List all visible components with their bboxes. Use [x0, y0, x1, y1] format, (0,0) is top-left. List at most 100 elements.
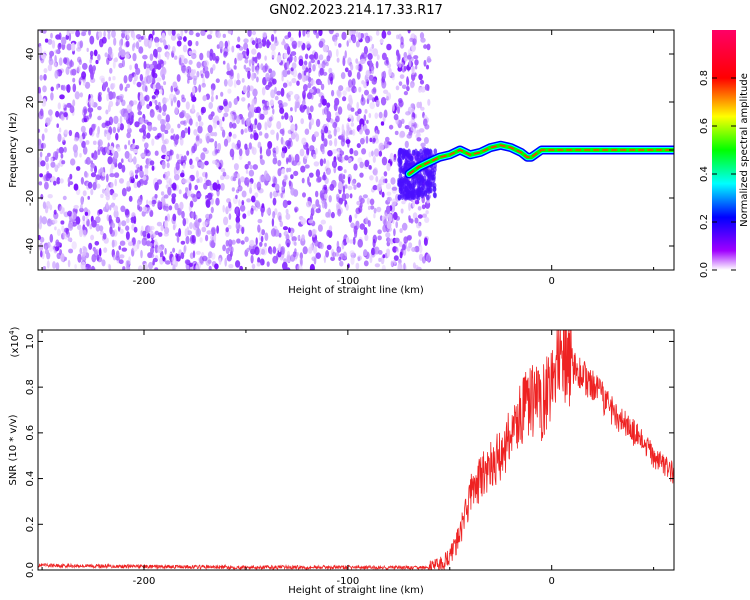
noise-speckle — [79, 135, 83, 144]
noise-speckle — [371, 247, 376, 256]
noise-speckle — [107, 156, 113, 165]
noise-speckle — [302, 90, 306, 99]
noise-speckle — [216, 162, 220, 168]
noise-speckle — [211, 88, 214, 97]
noise-speckle — [121, 164, 126, 173]
noise-speckle — [347, 79, 353, 88]
noise-speckle — [308, 172, 314, 178]
noise-speckle — [348, 214, 352, 223]
noise-speckle — [229, 69, 234, 77]
noise-speckle — [200, 73, 204, 79]
noise-speckle — [334, 97, 340, 106]
noise-speckle — [54, 245, 59, 252]
noise-speckle — [38, 86, 41, 95]
noise-speckle — [251, 263, 256, 270]
noise-speckle — [54, 226, 57, 231]
noise-speckle — [147, 225, 153, 232]
noise-speckle — [235, 115, 241, 125]
noise-speckle — [71, 42, 76, 52]
noise-speckle — [274, 183, 280, 191]
noise-speckle — [119, 240, 126, 246]
noise-speckle — [328, 30, 334, 35]
noise-speckle — [388, 67, 392, 77]
noise-speckle — [396, 34, 400, 40]
noise-speckle — [106, 57, 110, 65]
noise-speckle — [385, 232, 391, 238]
noise-speckle — [205, 132, 211, 142]
noise-speckle — [401, 222, 408, 231]
noise-speckle — [290, 51, 297, 56]
noise-speckle — [156, 221, 162, 227]
noise-speckle — [328, 140, 333, 146]
noise-speckle — [42, 85, 47, 93]
noise-speckle — [202, 147, 208, 152]
noise-speckle — [227, 30, 232, 34]
noise-speckle — [306, 92, 313, 100]
noise-speckle — [315, 190, 319, 198]
noise-speckle — [380, 96, 387, 106]
noise-speckle — [250, 123, 253, 132]
noise-speckle — [124, 150, 130, 159]
noise-speckle — [238, 199, 241, 207]
noise-speckle — [207, 124, 213, 134]
noise-speckle — [336, 57, 340, 63]
transition-speckle — [429, 187, 433, 194]
noise-speckle — [157, 114, 162, 121]
noise-speckle — [274, 95, 279, 101]
noise-speckle — [288, 115, 292, 122]
noise-speckle — [58, 57, 63, 66]
noise-speckle — [350, 122, 355, 127]
transition-speckle — [411, 149, 416, 156]
noise-speckle — [50, 157, 53, 163]
noise-speckle — [302, 104, 307, 110]
noise-speckle — [245, 169, 249, 174]
noise-speckle — [56, 228, 61, 236]
noise-speckle — [289, 181, 293, 190]
noise-speckle — [102, 82, 107, 92]
noise-speckle — [315, 32, 320, 39]
noise-speckle — [201, 82, 206, 88]
noise-speckle — [356, 182, 362, 188]
noise-speckle — [75, 30, 80, 38]
noise-speckle — [39, 151, 43, 158]
noise-speckle — [417, 206, 422, 211]
noise-speckle — [369, 175, 374, 181]
noise-speckle — [391, 72, 395, 81]
noise-speckle — [165, 260, 171, 265]
noise-speckle — [273, 40, 279, 47]
noise-speckle — [117, 122, 121, 130]
noise-speckle — [353, 163, 358, 171]
noise-speckle — [261, 203, 265, 209]
noise-speckle — [308, 67, 312, 74]
noise-speckle — [270, 34, 275, 42]
noise-speckle — [257, 204, 261, 209]
noise-speckle — [297, 72, 303, 80]
noise-speckle — [124, 144, 127, 150]
noise-speckle — [164, 226, 170, 235]
noise-speckle — [132, 100, 138, 105]
noise-speckle — [50, 161, 56, 168]
noise-speckle — [292, 69, 298, 78]
noise-speckle — [191, 235, 196, 244]
noise-speckle — [366, 197, 370, 205]
noise-speckle — [341, 241, 345, 250]
noise-speckle — [364, 159, 370, 168]
noise-speckle — [299, 252, 303, 260]
noise-speckle — [151, 69, 155, 78]
noise-speckle — [328, 67, 333, 74]
noise-speckle — [273, 176, 278, 186]
noise-speckle — [140, 153, 146, 158]
noise-speckle — [246, 198, 252, 203]
noise-speckle — [325, 167, 331, 175]
noise-speckle — [354, 111, 359, 116]
noise-speckle — [132, 148, 138, 154]
noise-speckle — [363, 227, 368, 236]
noise-speckle — [349, 148, 354, 155]
noise-speckle — [88, 64, 93, 73]
noise-speckle — [281, 115, 284, 120]
noise-speckle — [325, 211, 330, 218]
noise-speckle — [135, 67, 141, 76]
snr-panel: -200 -100 0 0.0 0.2 0.4 0.6 0.8 1.0 Height of st… — [8, 326, 675, 596]
noise-speckle — [196, 70, 200, 78]
